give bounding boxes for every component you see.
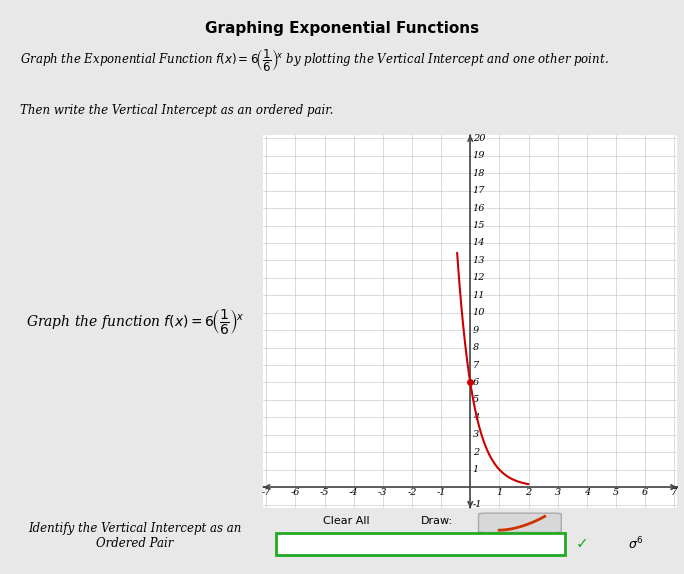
Text: 1: 1: [473, 465, 479, 474]
FancyBboxPatch shape: [479, 513, 562, 533]
Text: -1: -1: [436, 488, 446, 498]
Text: 10: 10: [473, 308, 485, 317]
Text: 18: 18: [473, 169, 485, 178]
Text: 3: 3: [473, 430, 479, 439]
Text: 6: 6: [473, 378, 479, 387]
Text: -5: -5: [320, 488, 329, 498]
Text: 2: 2: [525, 488, 531, 498]
Text: $\sigma^6$: $\sigma^6$: [628, 536, 644, 552]
Text: Then write the Vertical Intercept as an ordered pair.: Then write the Vertical Intercept as an …: [21, 104, 334, 117]
Text: -2: -2: [407, 488, 417, 498]
Text: 6: 6: [642, 488, 648, 498]
Text: 4: 4: [583, 488, 590, 498]
Text: -7: -7: [261, 488, 271, 498]
Text: Graphing Exponential Functions: Graphing Exponential Functions: [205, 21, 479, 36]
Text: Graph the function $f(x)=6\!\left(\dfrac{1}{6}\right)^{\!x}$: Graph the function $f(x)=6\!\left(\dfrac…: [26, 307, 244, 336]
Text: 19: 19: [473, 152, 485, 160]
Text: 8: 8: [473, 343, 479, 352]
Text: 5: 5: [473, 395, 479, 405]
Text: -1: -1: [473, 500, 482, 509]
Text: 7: 7: [671, 488, 677, 498]
Text: (0,6): (0,6): [368, 536, 407, 552]
Text: 20: 20: [473, 134, 485, 143]
Text: Ordered Pair: Ordered Pair: [96, 537, 174, 549]
Text: -4: -4: [349, 488, 358, 498]
Text: 7: 7: [473, 360, 479, 370]
Text: Draw:: Draw:: [421, 516, 453, 526]
Text: ✓: ✓: [576, 537, 588, 552]
Text: Graph the Exponential Function $f(x)=6\!\left(\dfrac{1}{6}\right)^{\!x}$ by plot: Graph the Exponential Function $f(x)=6\!…: [21, 46, 609, 73]
Text: 11: 11: [473, 291, 485, 300]
Text: Clear All: Clear All: [323, 516, 369, 526]
Text: 15: 15: [473, 221, 485, 230]
Text: 12: 12: [473, 273, 485, 282]
Text: 3: 3: [555, 488, 561, 498]
FancyBboxPatch shape: [276, 533, 566, 555]
Text: 1: 1: [497, 488, 503, 498]
Text: -6: -6: [291, 488, 300, 498]
Text: -3: -3: [378, 488, 388, 498]
Text: 13: 13: [473, 256, 485, 265]
Text: 2: 2: [473, 448, 479, 457]
Text: 14: 14: [473, 238, 485, 247]
Text: Identify the Vertical Intercept as an: Identify the Vertical Intercept as an: [29, 522, 241, 535]
Text: 16: 16: [473, 204, 485, 212]
Text: 17: 17: [473, 186, 485, 195]
Text: 9: 9: [473, 325, 479, 335]
Text: 5: 5: [613, 488, 619, 498]
Text: 4: 4: [473, 413, 479, 422]
